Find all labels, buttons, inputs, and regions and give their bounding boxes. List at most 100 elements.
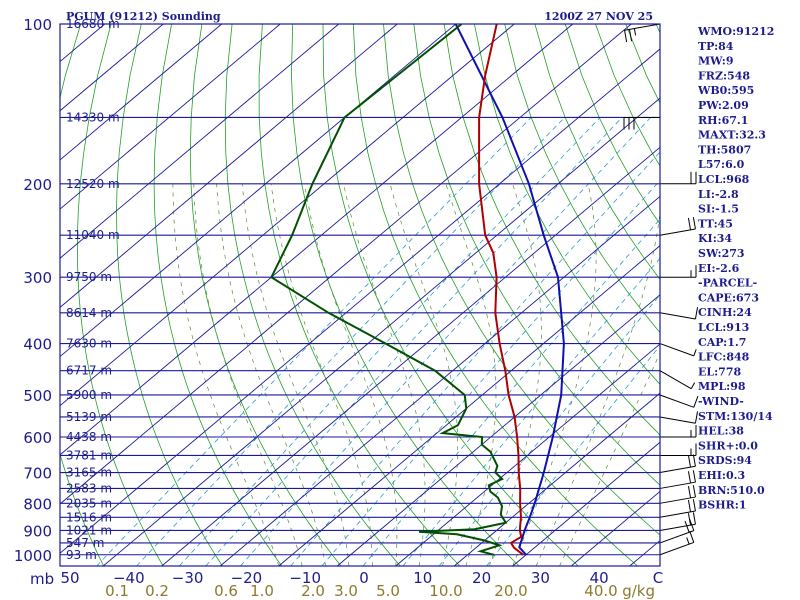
- mixing-ratio-tick-label: 0.6: [214, 582, 238, 600]
- height-label: 4438 m: [66, 430, 112, 444]
- mixing-ratio-tick-label: 3.0: [334, 582, 358, 600]
- stability-index: MPL:98: [698, 380, 746, 393]
- stability-index: RH:67.1: [698, 114, 748, 127]
- stability-index: FRZ:548: [698, 69, 750, 82]
- stability-index: BRN:510.0: [698, 484, 765, 497]
- isotherm: [60, 24, 632, 505]
- temperature-tick-label: 20: [472, 569, 491, 587]
- wind-barb-flag: [628, 29, 633, 42]
- isotherm: [161, 146, 660, 566]
- wind-barb: [660, 443, 697, 456]
- height-label: 12520 m: [66, 177, 120, 191]
- temperature-tick-label: −40: [113, 569, 145, 587]
- height-label: 1021 m: [66, 523, 112, 537]
- isotherm: [60, 24, 515, 407]
- height-label: 11040 m: [66, 228, 120, 242]
- dry-adiabat: [383, 24, 660, 536]
- wind-barb: [659, 394, 699, 408]
- stability-index: KI:34: [698, 232, 732, 245]
- wind-barb: [659, 485, 696, 504]
- wind-barb-shaft: [659, 530, 694, 544]
- height-label: 2035 m: [66, 496, 112, 510]
- temperature-tick-label: −30: [172, 569, 204, 587]
- wind-barb-shaft: [659, 481, 696, 489]
- wind-barb-flag: [694, 411, 699, 424]
- isotherm: [60, 24, 398, 308]
- wind-barb-shaft: [659, 523, 696, 531]
- wind-barb: [659, 217, 696, 236]
- stability-index: TP:84: [698, 40, 734, 53]
- isotherm: [278, 245, 660, 566]
- dry-adiabat: [504, 24, 660, 334]
- wind-barb-flag: [692, 499, 696, 512]
- wind-barb: [659, 499, 696, 518]
- isotherm: [102, 97, 660, 566]
- plot-frame: [59, 23, 661, 567]
- isotherm: [219, 195, 660, 566]
- wind-barb-shaft: [659, 416, 696, 424]
- temperature-tick-label: C: [653, 569, 663, 587]
- moist-adiabat: [559, 352, 660, 566]
- wind-barb-flag: [692, 454, 696, 467]
- mixing-ratio-tick-label: 20.0: [494, 582, 527, 600]
- wind-barb-flag: [624, 30, 628, 43]
- moist-adiabat: [512, 183, 597, 566]
- moist-adiabat: [241, 183, 350, 566]
- temperature-tick-label: −10: [289, 569, 321, 587]
- dry-adiabat: [224, 24, 401, 566]
- wind-barb: [659, 370, 696, 390]
- wind-barb-shaft: [624, 23, 661, 31]
- wind-barb: [659, 519, 695, 544]
- wind-barb-flag: [692, 217, 696, 230]
- moist-adiabat: [445, 183, 497, 566]
- wind-barb-flag: [690, 382, 696, 389]
- moist-adiabat: [304, 183, 398, 566]
- wind-barb-flag: [692, 470, 696, 483]
- temperature-axis-labels: 50 −40 −30 −20 −10 0 10 20 30 40 C: [60, 569, 663, 587]
- wind-barb-shaft: [659, 510, 696, 518]
- wind-barb: [659, 343, 697, 357]
- wind-barb-shaft: [659, 394, 694, 408]
- temperature-tick-label: 50: [60, 569, 79, 587]
- stability-index: LCL:913: [698, 321, 749, 334]
- dry-adiabat: [60, 24, 105, 566]
- mixing-ratio-tick-label: 0.1: [105, 582, 129, 600]
- stability-index: LI:-2.8: [698, 188, 739, 201]
- isotherm: [60, 48, 660, 554]
- moist-adiabat: [193, 183, 303, 566]
- wind-barb-flag: [687, 455, 692, 468]
- wind-barb: [659, 512, 696, 531]
- chart-timestamp: 1200Z 27 NOV 25: [544, 10, 653, 23]
- mixing-ratio-tick-label: 0.2: [145, 582, 169, 600]
- mixing-ratio-tick-label: 2.0: [301, 582, 325, 600]
- wind-barb: [624, 23, 661, 43]
- wind-barb-flag: [687, 471, 692, 484]
- height-label: 5900 m: [66, 388, 112, 402]
- temperature-tick-label: 30: [531, 569, 550, 587]
- mixing-ratio-tick-label: 10.0: [429, 582, 462, 600]
- isotherm: [395, 343, 660, 566]
- mixing-ratio-labels: 0.1 0.2 0.6 1.0 2.0 3.0 5.0 10.0 20.0 40.0: [105, 582, 618, 600]
- chart-title: PGUM (91212) Sounding: [66, 10, 221, 23]
- pressure-tick-label: 600: [23, 429, 52, 447]
- wind-barb-flag: [689, 519, 695, 531]
- stability-index: -WIND-: [698, 395, 744, 408]
- stability-index: SI:-1.5: [698, 203, 739, 216]
- profile-layer: [270, 24, 565, 556]
- isotherm: [60, 24, 340, 259]
- mixing-ratio-tick-label: 1.0: [250, 582, 274, 600]
- pressure-tick-label: 800: [23, 495, 52, 513]
- stability-index: HEL:38: [698, 425, 744, 438]
- wind-barb-flag: [692, 512, 696, 525]
- stability-index: BSHR:1: [698, 499, 747, 512]
- dry-adiabat: [534, 24, 660, 280]
- pressure-tick-label: 900: [23, 522, 52, 540]
- wind-barb-flag: [684, 520, 690, 533]
- stability-index: L57:6.0: [698, 158, 745, 171]
- dry-adiabat: [258, 24, 460, 566]
- wind-barb: [659, 454, 696, 474]
- wind-barb-flag: [687, 217, 692, 230]
